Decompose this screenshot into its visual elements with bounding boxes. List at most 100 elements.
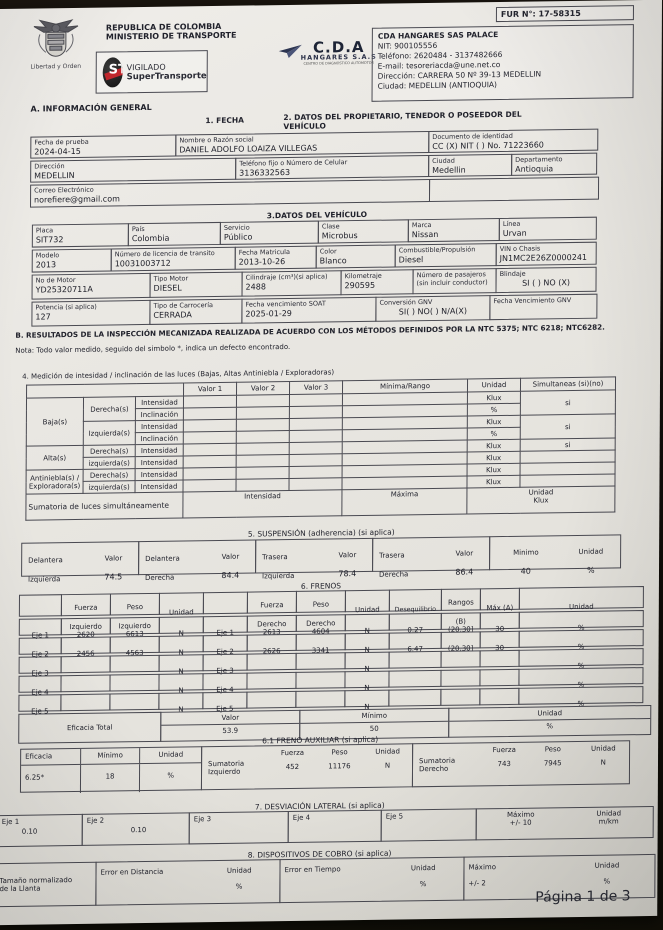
lateral-value: 0.10 bbox=[130, 826, 147, 835]
field-value: Urvan bbox=[502, 228, 527, 238]
brakes-cell bbox=[440, 650, 481, 668]
field-value: 10031003712 bbox=[114, 258, 171, 269]
brakes-header-cell bbox=[202, 591, 248, 615]
brakes-cell: N bbox=[344, 651, 390, 673]
lights-header: Valor 2 bbox=[236, 381, 290, 396]
lights-sum-unidad: Unidad Klux bbox=[466, 485, 615, 515]
field-value: 2025-01-29 bbox=[245, 308, 292, 319]
brakes-cell: 0.27 bbox=[388, 612, 442, 634]
brakes-header-cell: Fuerza Izquierdo bbox=[60, 593, 111, 631]
aux-value: 7945 bbox=[543, 759, 562, 768]
lights-group-antiniebla: Antiniebla(s) / Exploradora(s) bbox=[26, 469, 84, 495]
aux-header: Peso bbox=[331, 748, 348, 757]
brakes-cell: N bbox=[158, 692, 204, 714]
field-value: 2013 bbox=[35, 260, 57, 270]
lights-value-cell bbox=[289, 465, 343, 479]
brakes-cell: 2626 bbox=[246, 633, 297, 655]
brakes-cell: Eje 3 bbox=[202, 653, 248, 675]
lights-value-cell bbox=[236, 442, 290, 456]
lights-value-cell bbox=[236, 478, 290, 492]
suspension-cell-trasera-derecha: Trasera Derecha Valor 86.4 bbox=[372, 536, 491, 579]
lights-value-cell bbox=[236, 430, 290, 444]
field-modelo: Modelo 2013 bbox=[31, 248, 112, 273]
aux-derecho-box: Sumatoria Derecho Fuerza 743 Peso 7945 Uni… bbox=[411, 740, 631, 788]
aux-sum-label2: Derecho bbox=[418, 764, 449, 774]
field-servicio: Servicio Público bbox=[219, 220, 319, 245]
lights-group-baja: Baja(s) bbox=[26, 397, 84, 447]
brakes-cell: N bbox=[344, 632, 390, 654]
brakes-cell: N bbox=[158, 654, 204, 676]
lights-metric: Intensidad bbox=[135, 455, 184, 469]
aux-header: Mínimo bbox=[97, 751, 123, 760]
lights-value-cell bbox=[236, 454, 290, 468]
field-value: 127 bbox=[35, 312, 51, 322]
cobro-unit-header: Unidad bbox=[594, 861, 620, 870]
susp-pos-line2: Derecha bbox=[145, 573, 175, 583]
lights-value-cell bbox=[236, 394, 290, 408]
field-value: SI( ) NO( ) N/A(X) bbox=[398, 306, 468, 317]
brakes-header-cell: Máx (A) bbox=[479, 587, 520, 612]
hdr-l1: Rangos bbox=[447, 598, 474, 607]
brakes-cell bbox=[479, 649, 520, 668]
field-value: Medellin bbox=[432, 165, 466, 175]
field-vin: VIN o Chasis JN1MC2E26Z0000241 bbox=[495, 241, 597, 267]
lights-unit: % bbox=[467, 403, 521, 417]
lateral-eje4: Eje 4 bbox=[287, 809, 382, 844]
brakes-cell: % bbox=[518, 610, 644, 632]
lights-metric: Intensidad bbox=[135, 467, 184, 481]
field-nombre: Nombre o Razón social DANIEL ADOLFO LOAI… bbox=[175, 131, 430, 157]
field-clase: Clase Microbus bbox=[317, 219, 409, 244]
lights-value-cell bbox=[236, 406, 290, 420]
field-value: Colombia bbox=[131, 233, 170, 244]
lights-group-line2: Exploradora(s) bbox=[28, 481, 81, 491]
lights-caption: 4. Medición de intesidad / inclinación d… bbox=[22, 368, 335, 381]
aux-izquierdo-box: Sumatoria Izquierdo Fuerza 452 Peso 11176 … bbox=[200, 743, 414, 791]
field-ciudad: Ciudad Medellin bbox=[428, 153, 513, 178]
supertransporte-logo-box: ST VIGILADO SuperTransporte bbox=[95, 50, 208, 94]
susp-pos-line2: Izquierda bbox=[262, 571, 295, 581]
aux-brake-table: Eficacia Mínimo Unidad 6.25* 18 % Sumato… bbox=[19, 740, 631, 794]
aux-header: Peso bbox=[544, 745, 561, 754]
field-value: Diesel bbox=[398, 255, 424, 265]
brakes-table: Fuerza Izquierdo Peso Izquierdo Unidad Fue… bbox=[18, 586, 652, 744]
brakes-header-cell: Peso Derecho bbox=[295, 590, 346, 628]
cell-text: Eficacia Total bbox=[66, 723, 113, 733]
lateral-label: Eje 4 bbox=[292, 813, 311, 822]
brakes-cell: N bbox=[158, 635, 204, 657]
cobro-tire-line2: de la Llanta bbox=[0, 884, 41, 894]
cobro-distance-box: Error en Distancia Unidad% bbox=[95, 859, 281, 906]
lights-value-cell bbox=[289, 453, 343, 467]
field-no-motor: No de Motor YD25320711A bbox=[31, 272, 151, 300]
field-value: CC (X) NIT ( ) No. 71223660 bbox=[432, 140, 544, 151]
susp-pos-line1: Trasera bbox=[262, 553, 288, 562]
ministry-title: MINISTERIO DE TRANSPORTE bbox=[105, 30, 237, 42]
field-placa: Placa SIT732 bbox=[31, 223, 129, 248]
lateral-max-header: Máximo bbox=[506, 810, 535, 819]
cobro-max-header: Máximo bbox=[468, 863, 497, 872]
brakes-cell bbox=[295, 652, 346, 670]
cobro-time-label: Error en Tiempo bbox=[284, 865, 341, 875]
field-potencia: Potencia (si aplica) 127 bbox=[31, 299, 151, 327]
field-empty bbox=[428, 176, 600, 203]
brakes-cell: Eje 4 bbox=[18, 675, 62, 697]
brakes-cell: 3341 bbox=[295, 633, 346, 655]
brakes-cell: Eje 1 bbox=[202, 615, 248, 637]
lights-group-alta: Alta(s) bbox=[26, 445, 84, 471]
field-carroceria: Tipo de Carrocería CERRADA bbox=[149, 298, 243, 325]
brakes-cell bbox=[388, 669, 442, 688]
suspension-cell-delantera-izquierda: Delantera Izquierda Valor 74.5 bbox=[21, 541, 140, 584]
brakes-cell: 30 bbox=[479, 611, 520, 633]
lateral-max-unit-box: Máximo +/- 10 Unidad m/km bbox=[475, 805, 654, 841]
susp-min-header: Minimo bbox=[513, 548, 539, 557]
field-pasajeros: Número de pasajeros (sin incluir conducto… bbox=[412, 268, 497, 295]
field-licencia: Número de licencia de transito 1003100371… bbox=[110, 246, 236, 272]
brakes-cell: N bbox=[344, 689, 390, 711]
field-value: Microbus bbox=[321, 231, 358, 241]
lights-value-cell bbox=[289, 417, 343, 431]
brakes-cell bbox=[479, 687, 520, 706]
cell-value: 50 bbox=[369, 724, 379, 733]
cell-value: 53.9 bbox=[222, 726, 239, 735]
lateral-max-value: +/- 10 bbox=[509, 818, 532, 827]
field-direccion: Dirección MEDELLIN bbox=[30, 157, 237, 183]
